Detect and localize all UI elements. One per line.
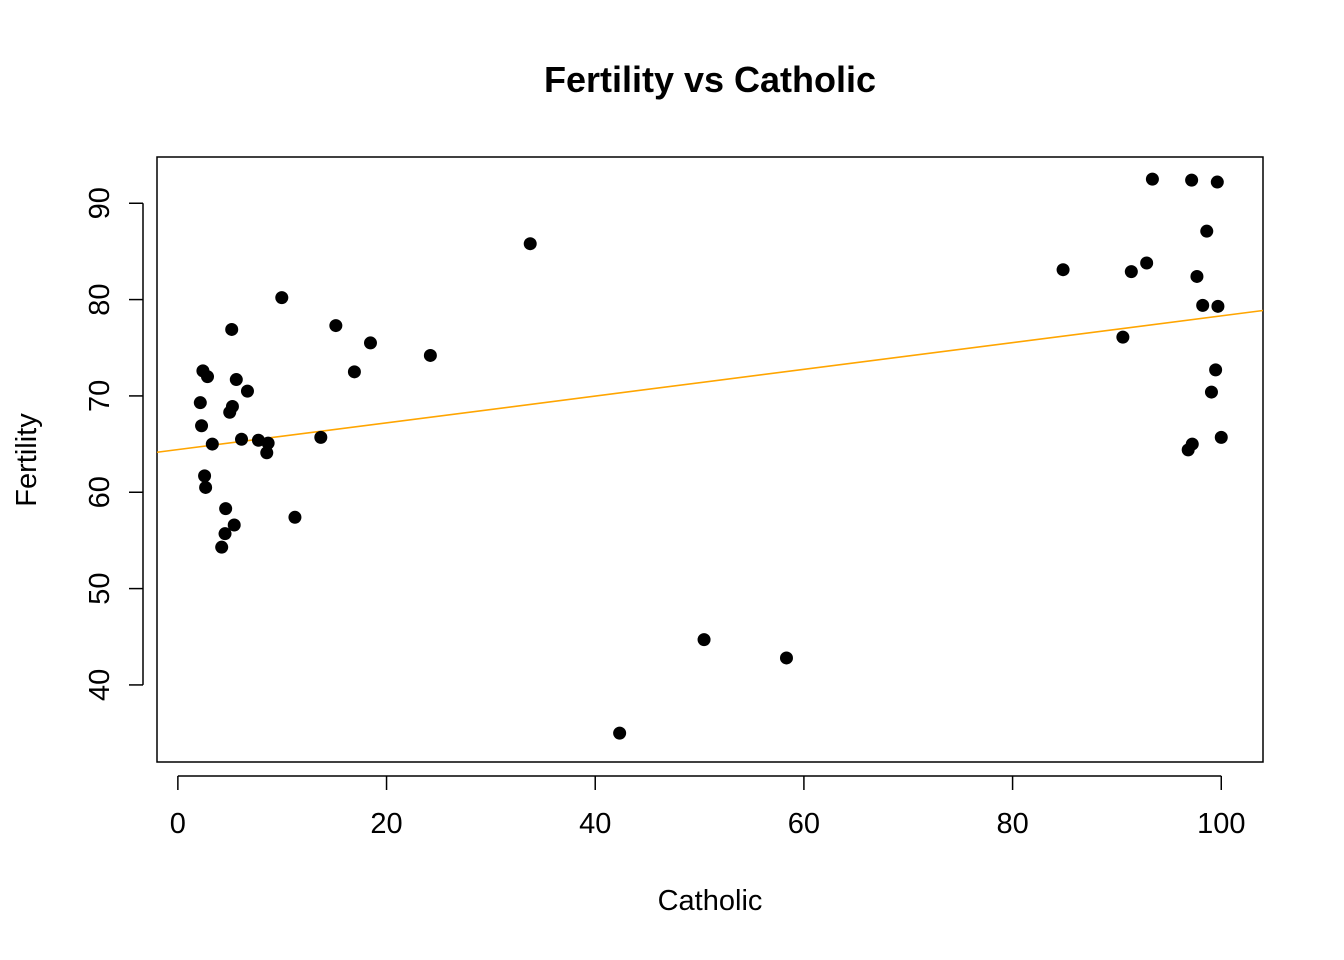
- data-point: [1200, 224, 1214, 238]
- fit-line-group: [156, 309, 1264, 454]
- data-point: [1211, 299, 1225, 313]
- y-tick-label: 50: [84, 572, 116, 604]
- x-tick-label: 0: [170, 808, 186, 840]
- data-point: [195, 419, 209, 433]
- y-tick-label: 90: [84, 187, 116, 219]
- data-point: [235, 432, 249, 446]
- data-point: [523, 237, 537, 251]
- y-tick-label: 70: [84, 380, 116, 412]
- x-tick-label: 80: [996, 808, 1028, 840]
- data-points: [193, 172, 1228, 740]
- data-point: [613, 726, 627, 740]
- data-point: [1209, 363, 1223, 377]
- data-point: [1185, 173, 1199, 187]
- data-point: [225, 322, 239, 336]
- x-tick-label: 20: [370, 808, 402, 840]
- data-point: [288, 510, 302, 524]
- data-point: [199, 480, 213, 494]
- plot-frame: [156, 156, 1264, 763]
- data-point: [229, 373, 243, 387]
- chart-title: Fertility vs Catholic: [544, 59, 876, 100]
- regression-line: [156, 309, 1264, 454]
- data-point: [1140, 256, 1154, 270]
- data-point: [1181, 443, 1195, 457]
- y-tick-label: 60: [84, 476, 116, 508]
- data-point: [423, 348, 437, 362]
- x-tick-label: 40: [579, 808, 611, 840]
- x-tick-label: 100: [1197, 808, 1245, 840]
- data-point: [193, 396, 207, 410]
- x-axis-label: Catholic: [658, 885, 763, 917]
- data-point: [1204, 385, 1218, 399]
- y-tick-label: 80: [84, 283, 116, 315]
- data-point: [275, 291, 289, 305]
- data-point: [205, 437, 219, 451]
- y-tick-label: 40: [84, 669, 116, 701]
- x-tick-label: 60: [788, 808, 820, 840]
- data-point: [347, 365, 361, 379]
- data-point: [1190, 269, 1204, 283]
- x-axis: 0 20 40 60 80 100: [170, 775, 1245, 840]
- data-point: [1056, 263, 1070, 277]
- data-point: [1210, 175, 1224, 189]
- data-point: [1116, 330, 1130, 344]
- data-point: [218, 527, 232, 541]
- data-point: [363, 336, 377, 350]
- data-point: [1214, 430, 1228, 444]
- data-point: [196, 364, 210, 378]
- data-point: [240, 384, 254, 398]
- y-axis-label: Fertility: [11, 413, 43, 507]
- data-point: [223, 405, 237, 419]
- data-point: [1124, 265, 1138, 279]
- data-point: [697, 633, 711, 647]
- data-point: [329, 319, 343, 333]
- y-axis: 40 50 60 70 80 90: [84, 187, 144, 701]
- data-point: [314, 430, 328, 444]
- data-point: [260, 446, 274, 460]
- data-point: [227, 518, 241, 532]
- data-point: [779, 651, 793, 665]
- data-point: [219, 502, 233, 516]
- data-point: [1145, 172, 1159, 186]
- data-point: [251, 433, 265, 447]
- data-point: [215, 540, 229, 554]
- data-point: [198, 469, 212, 483]
- data-point: [1196, 298, 1210, 312]
